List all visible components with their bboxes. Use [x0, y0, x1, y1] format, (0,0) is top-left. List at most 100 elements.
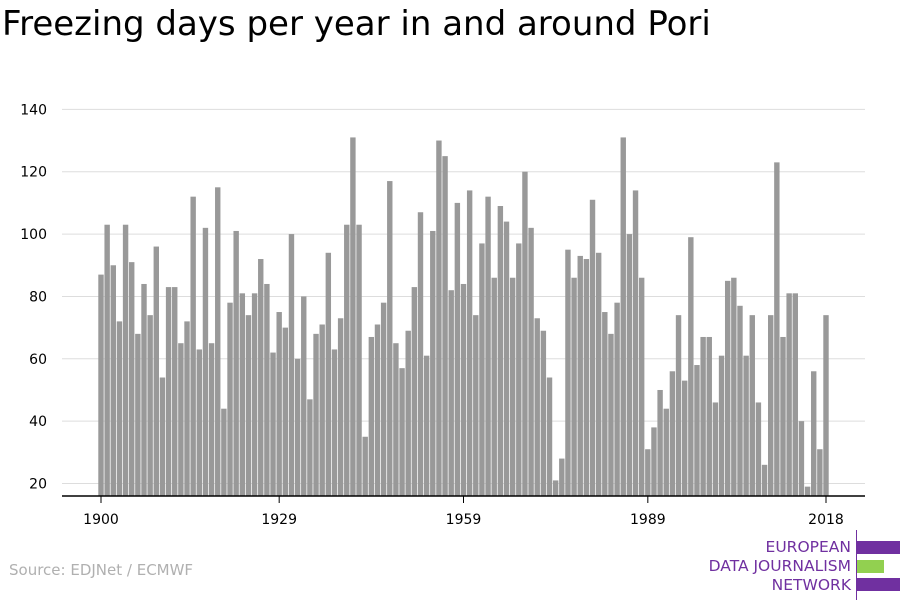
- bar: [129, 262, 135, 496]
- bar: [454, 202, 461, 496]
- bar: [559, 458, 565, 496]
- bar: [479, 243, 485, 496]
- bar: [681, 380, 688, 496]
- bar: [245, 315, 252, 496]
- bar: [417, 212, 424, 497]
- bar: [663, 408, 669, 496]
- logo-bar-green: [857, 560, 884, 573]
- bar: [669, 371, 676, 496]
- bar: [196, 349, 203, 496]
- bar: [239, 293, 246, 496]
- bar: [153, 246, 159, 496]
- bar: [110, 265, 116, 496]
- bar: [675, 315, 682, 496]
- bar: [436, 140, 442, 496]
- bar: [362, 436, 368, 496]
- bar: [460, 283, 467, 496]
- bar: [768, 315, 774, 496]
- bar: [288, 234, 295, 496]
- bar: [405, 330, 411, 496]
- bar: [374, 324, 381, 496]
- bar: [688, 237, 694, 497]
- bar: [595, 252, 602, 496]
- y-tick-label: 60: [29, 352, 47, 368]
- bar: [516, 243, 522, 496]
- bar: [509, 277, 516, 496]
- bar: [804, 486, 811, 496]
- bar: [694, 365, 700, 496]
- bar: [823, 315, 829, 496]
- edjnet-logo[interactable]: EUROPEAN DATA JOURNALISM NETWORK: [700, 530, 900, 600]
- logo-bar-purple-bottom: [857, 578, 900, 591]
- bar: [251, 293, 258, 496]
- bar: [116, 321, 123, 496]
- bar: [503, 221, 510, 496]
- bar: [540, 330, 547, 496]
- bar: [620, 137, 626, 496]
- x-tick-label: 1929: [261, 512, 297, 528]
- bar: [565, 249, 571, 496]
- bar: [491, 277, 497, 496]
- bar: [761, 464, 768, 496]
- y-tick-label: 40: [29, 414, 47, 430]
- bar: [497, 206, 504, 496]
- x-tick-label: 1959: [446, 512, 482, 528]
- bar: [724, 280, 731, 496]
- y-tick-label: 20: [29, 477, 47, 493]
- bar: [743, 355, 749, 496]
- bar: [227, 302, 233, 496]
- chart-title: Freezing days per year in and around Por…: [2, 4, 711, 44]
- bar: [485, 196, 491, 496]
- bar: [282, 327, 289, 496]
- x-tick-label: 1900: [83, 512, 119, 528]
- bar: [276, 312, 282, 496]
- bar: [614, 302, 620, 496]
- bar: [178, 343, 184, 496]
- logo-bar-purple-top: [857, 541, 900, 554]
- bar: [258, 259, 264, 496]
- logo-line-3: NETWORK: [771, 576, 851, 594]
- bar: [270, 352, 276, 496]
- bar: [552, 480, 559, 496]
- bar: [466, 190, 473, 496]
- logo-line-1: EUROPEAN: [765, 538, 851, 556]
- bar: [608, 333, 614, 496]
- bar: [522, 171, 528, 496]
- bar: [626, 234, 633, 496]
- bar: [749, 315, 755, 496]
- bar: [122, 224, 129, 496]
- bar: [473, 315, 479, 496]
- bar: [172, 287, 178, 496]
- bar: [731, 277, 737, 496]
- bar: [718, 355, 725, 496]
- bar: [712, 402, 719, 496]
- x-tick-label: 1989: [630, 512, 666, 528]
- bar: [319, 324, 325, 496]
- bar: [393, 343, 399, 496]
- bar: [233, 230, 239, 496]
- bar: [577, 255, 583, 496]
- source-note: Source: EDJNet / ECMWF: [9, 561, 194, 579]
- y-tick-label: 100: [20, 227, 47, 243]
- logo-divider: [856, 530, 857, 600]
- bar: [755, 402, 762, 496]
- bar: [774, 162, 780, 497]
- bar: [651, 427, 657, 496]
- bar: [602, 312, 608, 496]
- logo-line-2: DATA JOURNALISM: [708, 557, 851, 575]
- bar: [798, 421, 805, 496]
- bar: [411, 287, 418, 496]
- bar: [423, 355, 430, 496]
- bar: [387, 181, 393, 496]
- bar: [399, 368, 405, 496]
- bar: [313, 333, 319, 496]
- bar: [147, 315, 153, 496]
- bar: [215, 187, 221, 497]
- bar: [190, 196, 196, 496]
- bar: [546, 377, 553, 496]
- bar: [337, 318, 344, 496]
- bar: [344, 224, 350, 496]
- bar: [165, 287, 172, 496]
- y-axis-ticks: 20 40 60 80 100 120 140: [20, 102, 47, 492]
- bar: [331, 349, 338, 496]
